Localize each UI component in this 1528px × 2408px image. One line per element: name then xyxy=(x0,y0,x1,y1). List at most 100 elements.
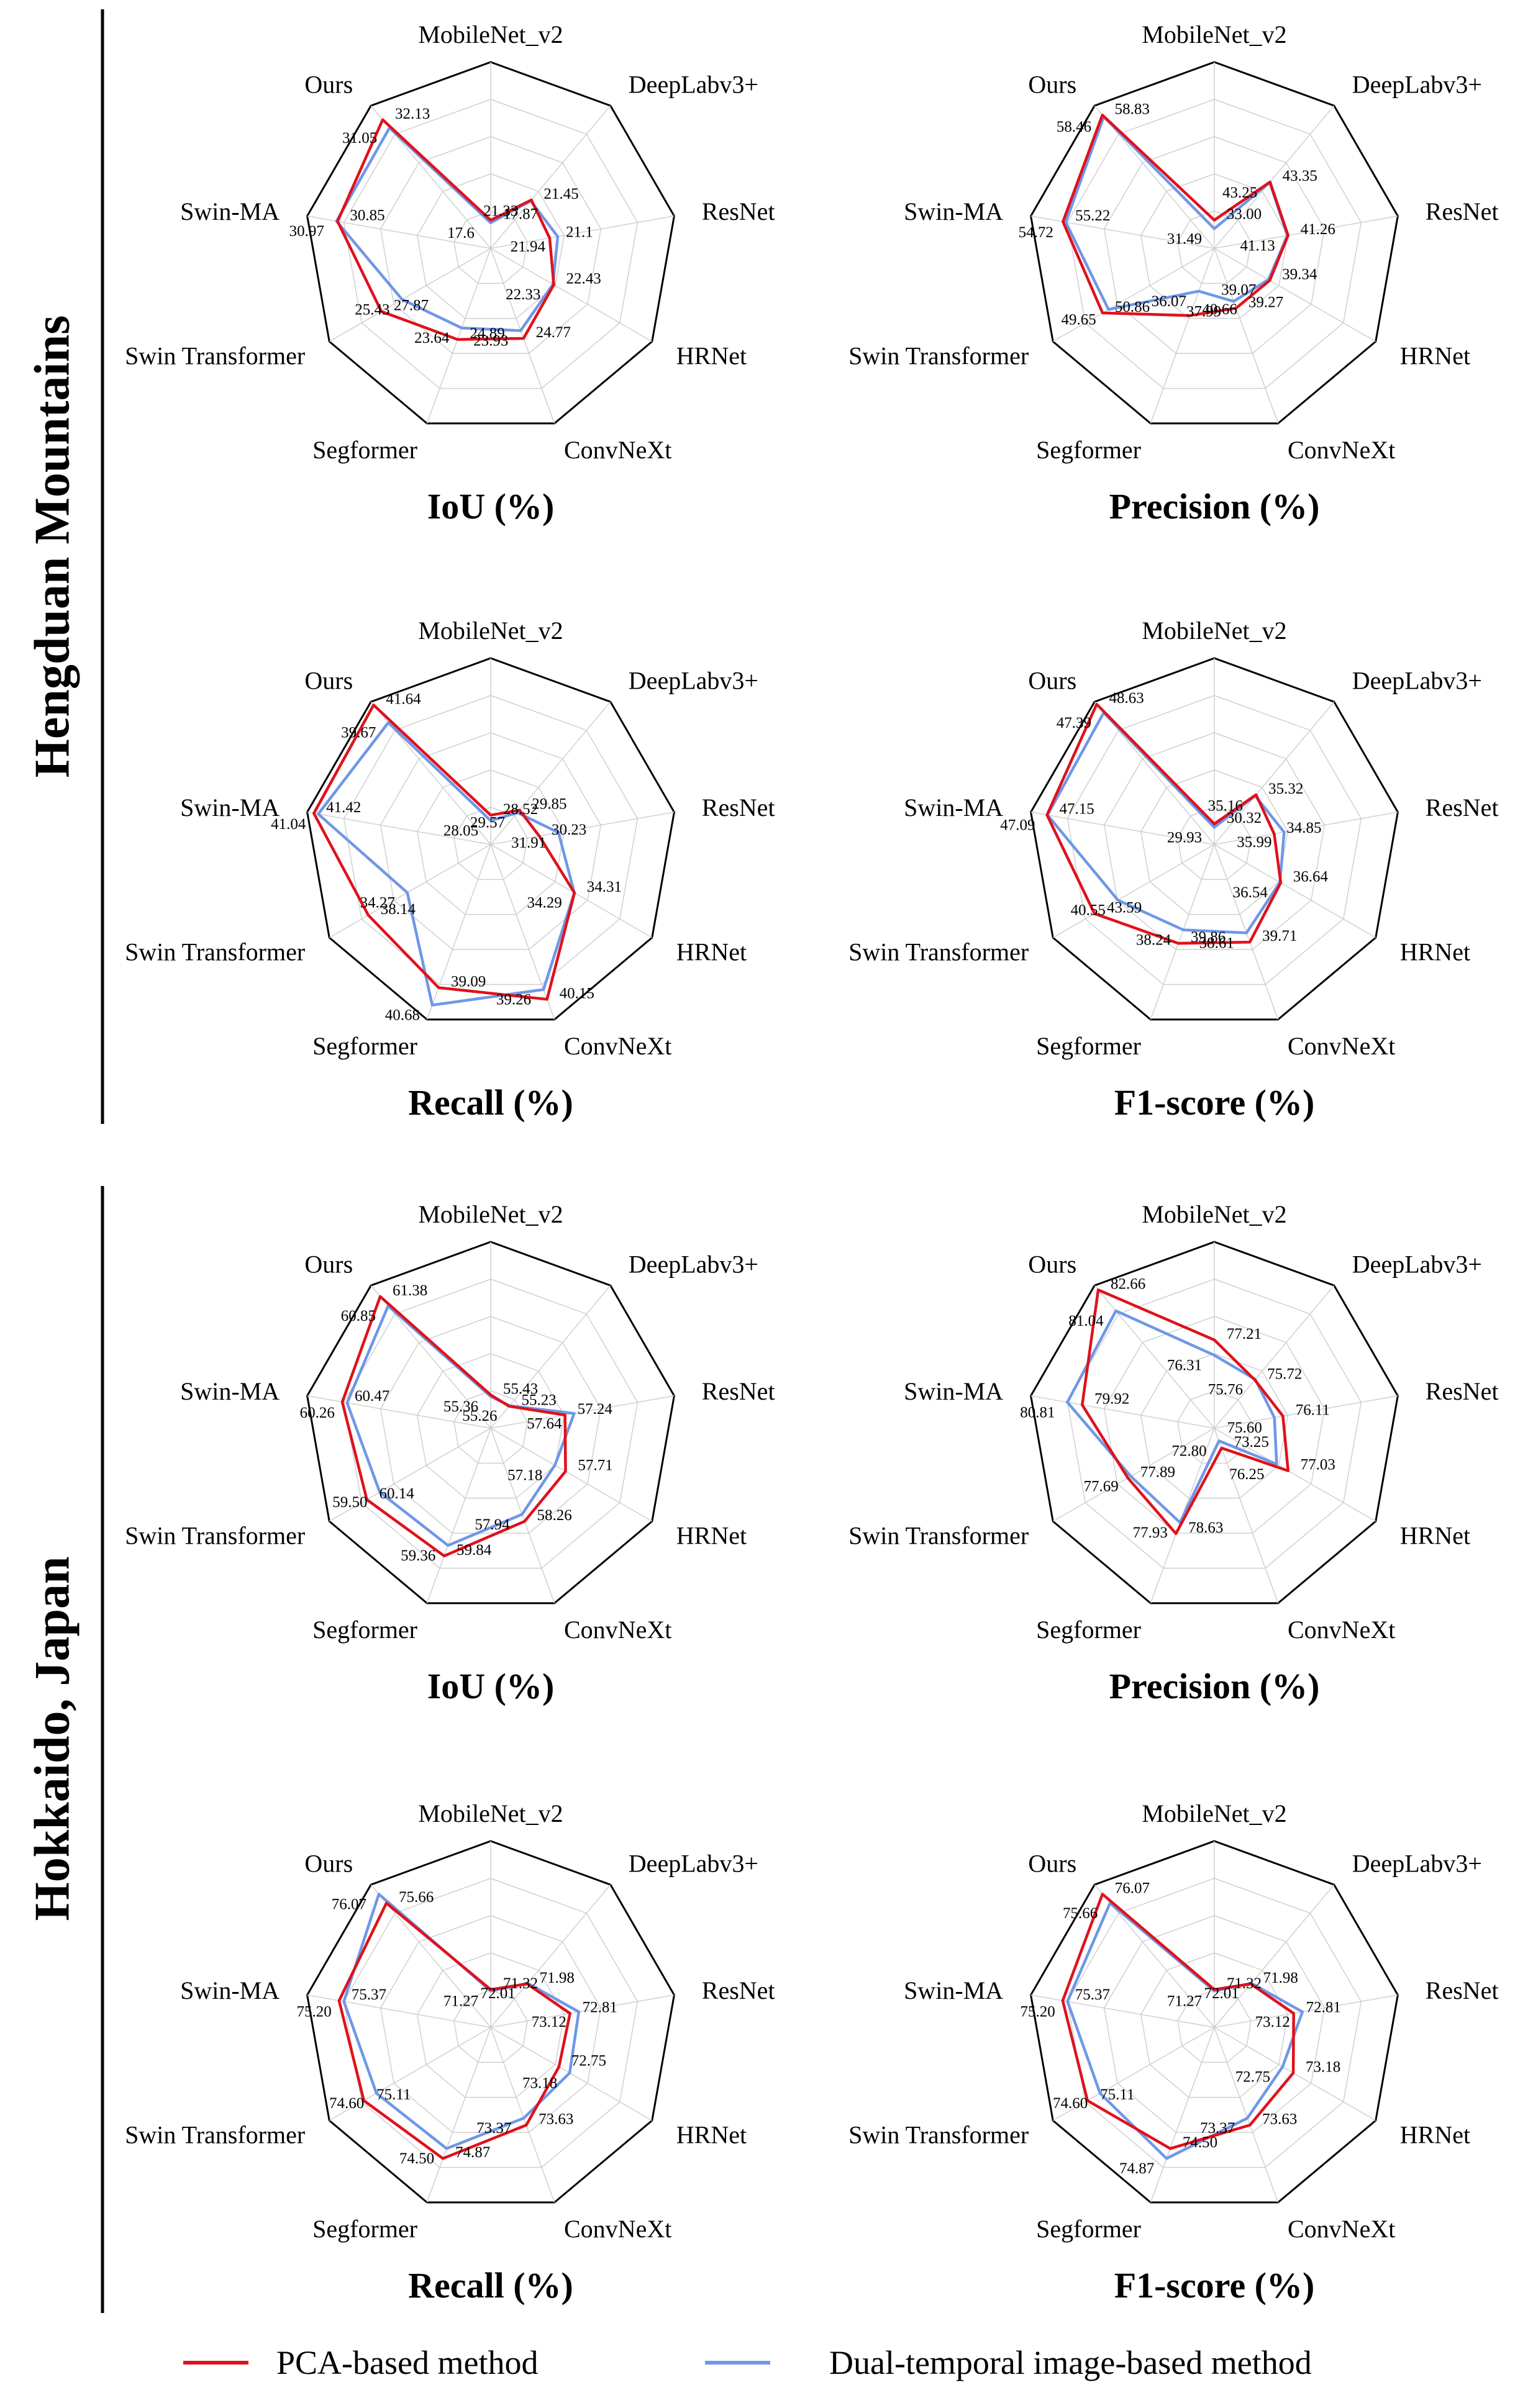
data-value-label: 60.85 xyxy=(341,1308,376,1324)
axis-label: Ours xyxy=(304,1251,353,1279)
data-value-label: 49.65 xyxy=(1061,311,1096,328)
axis-label: ResNet xyxy=(1426,1976,1499,2004)
data-value-label: 77.89 xyxy=(1140,1464,1175,1480)
data-value-label: 75.72 xyxy=(1267,1365,1302,1382)
radar-grid-ring xyxy=(417,769,565,915)
radar-spoke xyxy=(1150,248,1215,424)
radar-grid-ring xyxy=(1066,1279,1362,1569)
data-value-label: 80.81 xyxy=(1020,1404,1055,1421)
radar-grid-ring xyxy=(1066,99,1362,389)
data-value-label: 55.26 xyxy=(462,1408,497,1424)
radar-grid-ring xyxy=(1140,1353,1288,1499)
chart-title: IoU (%) xyxy=(427,1666,555,1706)
data-value-label: 76.11 xyxy=(1296,1402,1330,1419)
data-value-label: 23.93 xyxy=(473,333,508,350)
data-value-label: 23.64 xyxy=(414,330,450,346)
data-value-label: 73.63 xyxy=(539,2111,573,2127)
radar-spoke xyxy=(1214,1428,1376,1522)
data-value-label: 76.07 xyxy=(332,1896,366,1912)
series-line-pca xyxy=(336,118,555,341)
data-value-label: 50.86 xyxy=(1115,299,1150,315)
radar-spoke xyxy=(1214,2027,1376,2121)
data-value-label: 58.46 xyxy=(1057,119,1091,135)
radar-grid-ring xyxy=(1140,769,1288,915)
axis-label: ConvNeXt xyxy=(1288,436,1395,464)
data-value-label: 24.89 xyxy=(470,325,504,342)
radar-spoke xyxy=(490,2027,555,2203)
axis-label: ConvNeXt xyxy=(1288,1616,1395,1644)
data-value-label: 75.11 xyxy=(1100,2086,1134,2103)
data-value-label: 74.50 xyxy=(1183,2134,1217,2151)
data-value-label: 55.22 xyxy=(1075,207,1110,224)
radar-grid-ring xyxy=(453,210,528,284)
data-value-label: 40.15 xyxy=(560,985,594,1002)
chart-title: Precision (%) xyxy=(1109,486,1320,527)
data-value-label: 28.05 xyxy=(443,823,478,840)
data-value-label: 72.75 xyxy=(571,2053,606,2070)
data-value-label: 75.20 xyxy=(296,2003,331,2020)
radar-spoke xyxy=(490,248,653,342)
axis-label: DeepLabv3+ xyxy=(629,1850,758,1878)
data-value-label: 58.26 xyxy=(537,1507,571,1524)
data-value-label: 41.64 xyxy=(386,690,421,707)
radar-grid-ring xyxy=(1140,173,1288,319)
data-value-label: 21.1 xyxy=(566,224,593,240)
radar-grid-ring xyxy=(1140,1952,1288,2098)
data-value-label: 43.25 xyxy=(1222,184,1257,201)
radar-grid-ring xyxy=(1103,732,1326,950)
data-value-label: 73.63 xyxy=(1262,2111,1297,2127)
axis-label: Ours xyxy=(1028,1251,1076,1279)
data-value-label: 72.81 xyxy=(1306,1999,1341,2016)
radar-spoke xyxy=(490,1428,653,1522)
axis-label: MobileNet_v2 xyxy=(418,1799,563,1827)
radar-chart: MobileNet_v2 DeepLabv3+ ResNet HRNet ConvNeX… xyxy=(848,1200,1498,1706)
series-line-pca xyxy=(340,1295,567,1558)
radar-spoke xyxy=(490,1994,675,2028)
axis-label: HRNet xyxy=(676,938,747,966)
chart-title: F1-score (%) xyxy=(1114,2265,1315,2306)
data-value-label: 24.77 xyxy=(536,324,571,341)
data-value-label: 74.87 xyxy=(1119,2160,1154,2177)
radar-spoke xyxy=(329,248,491,342)
radar-grid-ring xyxy=(1066,695,1362,985)
axis-label: Swin-MA xyxy=(904,1976,1003,2004)
axis-label: MobileNet_v2 xyxy=(418,617,563,645)
radar-grid-ring xyxy=(343,1279,639,1569)
data-value-label: 73.18 xyxy=(522,2075,557,2091)
axis-label: MobileNet_v2 xyxy=(1142,617,1286,645)
data-value-label: 39.09 xyxy=(451,974,486,990)
axis-label: ResNet xyxy=(1426,197,1499,225)
radar-spoke xyxy=(1094,1285,1215,1429)
axis-label: ResNet xyxy=(702,794,775,822)
axis-label: Segformer xyxy=(312,436,417,464)
radar-spoke xyxy=(1052,1428,1215,1522)
radar-outer-frame xyxy=(306,1241,675,1605)
data-value-label: 35.16 xyxy=(1208,798,1243,815)
axis-label: ConvNeXt xyxy=(564,1616,671,1644)
radar-spoke xyxy=(1214,1428,1279,1604)
data-value-label: 76.07 xyxy=(1115,1880,1150,1896)
data-value-label: 72.01 xyxy=(480,1985,515,2002)
radar-spoke xyxy=(1150,2027,1215,2203)
axis-label: ResNet xyxy=(702,1377,775,1405)
axis-label: Swin Transformer xyxy=(125,342,305,370)
data-value-label: 27.87 xyxy=(394,297,429,314)
radar-spoke xyxy=(490,248,555,424)
data-value-label: 40.68 xyxy=(385,1007,420,1024)
data-value-label: 75.76 xyxy=(1208,1381,1243,1398)
data-value-label: 30.32 xyxy=(1227,810,1262,826)
axis-label: ConvNeXt xyxy=(564,1032,671,1060)
data-value-label: 30.23 xyxy=(552,822,586,838)
data-value-label: 35.32 xyxy=(1268,781,1303,797)
axis-label: HRNet xyxy=(676,2121,747,2149)
axis-label: DeepLabv3+ xyxy=(629,1251,758,1279)
data-value-label: 74.60 xyxy=(1053,2095,1088,2112)
axis-label: Segformer xyxy=(312,1032,417,1060)
radar-grid-ring xyxy=(417,173,565,319)
legend-label-pca: PCA-based method xyxy=(276,2344,538,2381)
radar-grid-ring xyxy=(1066,1878,1362,2168)
axis-label: ConvNeXt xyxy=(564,436,671,464)
axis-label: Segformer xyxy=(312,2215,417,2243)
axis-label: Swin Transformer xyxy=(848,1522,1029,1550)
